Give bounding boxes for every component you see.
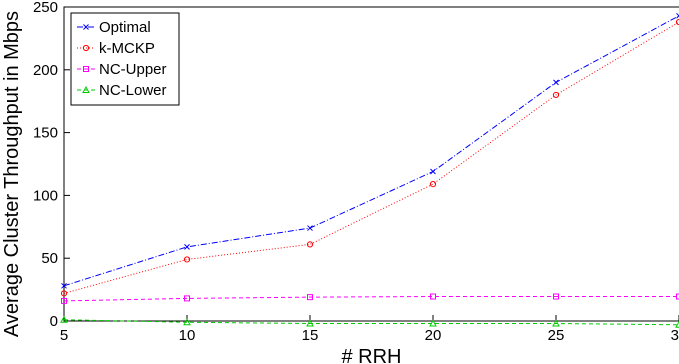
data-point-x-marker — [61, 282, 67, 289]
data-point-circle-marker — [429, 180, 437, 188]
plot-frame — [63, 6, 679, 322]
data-point-x-marker — [676, 12, 679, 19]
data-point-triangle-marker — [183, 318, 191, 326]
data-point-square-marker — [430, 293, 436, 300]
series-layer — [60, 12, 679, 328]
series-k-mckp — [60, 18, 679, 297]
y-tick-label: 150 — [33, 125, 58, 142]
data-point-x-marker — [184, 244, 190, 250]
legend-entry: k-MCKP — [77, 40, 155, 57]
x-tick-label: 20 — [425, 327, 442, 344]
legend-entry: NC-Lower — [77, 82, 167, 99]
legend: Optimal k-MCKP NC-Upper NC-Lower — [70, 12, 180, 106]
data-point-circle-marker — [183, 256, 191, 263]
y-tick-label: 250 — [33, 0, 58, 16]
legend-label: k-MCKP — [99, 40, 155, 57]
data-point-square-marker — [676, 293, 679, 300]
y-axis-ticks: 0 50 100 150 200 250 — [33, 0, 70, 330]
x-tick-label: 25 — [548, 327, 565, 344]
y-tick-label: 200 — [33, 62, 58, 79]
data-point-x-marker — [307, 225, 313, 231]
legend-label: Optimal — [99, 19, 151, 36]
legend-box — [70, 12, 180, 106]
x-tick-label: 30 — [671, 327, 679, 344]
data-point-square-marker — [553, 293, 559, 300]
data-point-square-marker — [184, 295, 190, 302]
x-tick-label: 5 — [60, 327, 68, 344]
x-tick-label: 10 — [179, 327, 196, 344]
plot-area: 0 50 100 150 200 250 5 10 15 20 25 30 — [33, 0, 679, 344]
series-line — [63, 21, 679, 294]
data-point-x-marker — [553, 79, 559, 86]
data-point-square-marker — [61, 297, 67, 304]
x-axis-label: # RRH — [341, 346, 401, 364]
data-point-square-marker — [307, 294, 313, 301]
data-point-triangle-marker — [675, 320, 679, 328]
data-point-circle-marker — [60, 290, 68, 297]
data-point-x-marker — [430, 168, 436, 175]
data-point-circle-marker — [675, 18, 679, 26]
y-tick-label: 50 — [41, 250, 58, 267]
y-axis-label: Average Cluster Throughput in Mbps — [1, 11, 23, 337]
data-point-circle-marker — [82, 44, 90, 52]
x-axis-ticks: 5 10 15 20 25 30 — [60, 315, 679, 344]
data-point-triangle-marker — [82, 85, 90, 93]
y-tick-label: 100 — [33, 187, 58, 204]
data-point-circle-marker — [552, 91, 560, 99]
data-point-circle-marker — [306, 241, 314, 248]
series-line — [63, 15, 679, 287]
x-tick-label: 15 — [302, 327, 319, 344]
legend-entry: Optimal — [77, 19, 151, 36]
series-nc-upper — [61, 293, 679, 304]
series-optimal — [61, 12, 679, 289]
series-nc-lower — [60, 315, 679, 328]
legend-label: NC-Lower — [99, 82, 167, 99]
data-point-triangle-marker — [60, 315, 68, 323]
data-point-triangle-marker — [306, 319, 314, 327]
series-line — [63, 296, 679, 302]
y-tick-label: 0 — [50, 313, 58, 330]
data-point-triangle-marker — [429, 319, 437, 327]
legend-label: NC-Upper — [99, 61, 167, 78]
data-point-triangle-marker — [552, 319, 560, 327]
data-point-x-marker — [83, 24, 89, 30]
legend-entry: NC-Upper — [77, 61, 167, 78]
series-line — [63, 319, 679, 326]
data-point-square-marker — [83, 66, 89, 72]
